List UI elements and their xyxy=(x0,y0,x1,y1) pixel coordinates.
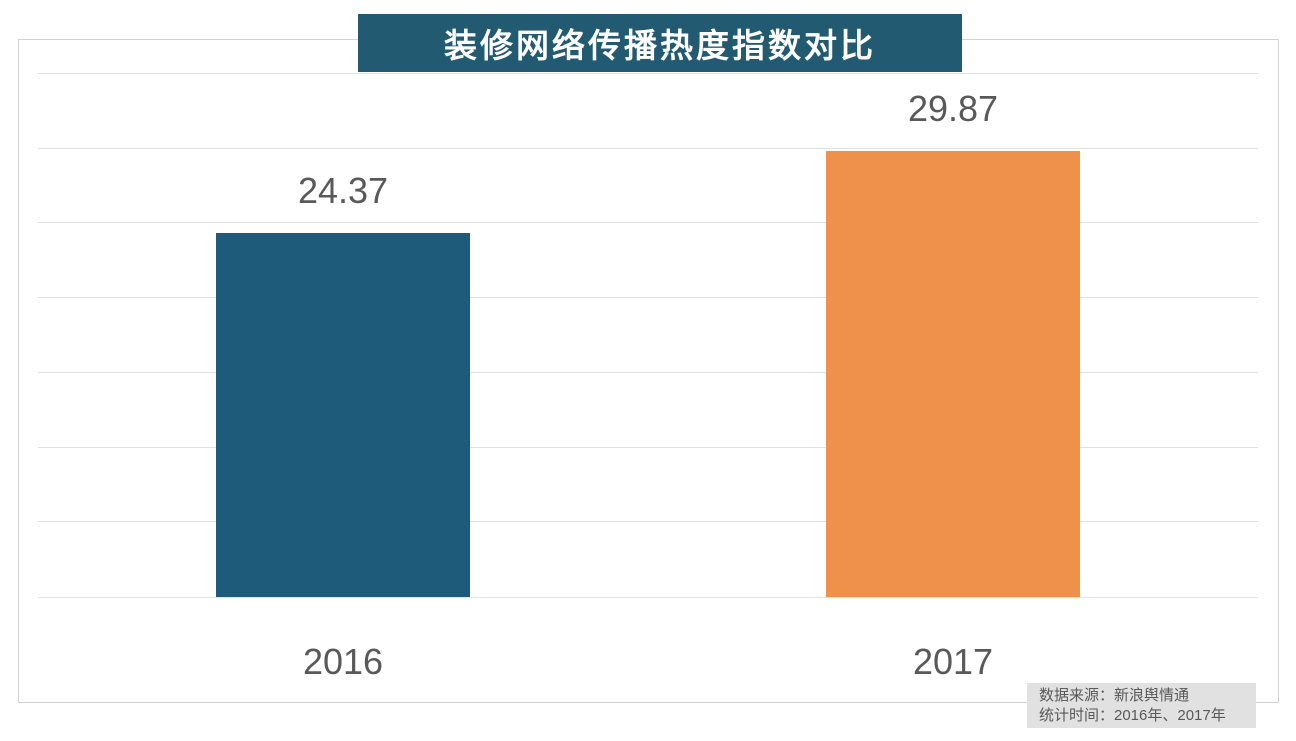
source-note-line-2: 统计时间：2016年、2017年 xyxy=(1039,707,1226,724)
plot-area: 24.37 2016 29.87 2017 xyxy=(38,73,1258,680)
gridline-15 xyxy=(38,371,1258,373)
bar-2016 xyxy=(216,232,470,597)
x-label-2016: 2016 xyxy=(302,641,384,682)
bar-2017 xyxy=(826,150,1080,597)
gridline-25 xyxy=(38,222,1258,224)
value-label-2016: 24.37 xyxy=(297,169,389,211)
baseline-gridline xyxy=(38,597,1258,598)
gridline-30 xyxy=(38,147,1258,149)
source-note: 数据来源：新浪舆情通 统计时间：2016年、2017年 xyxy=(1027,683,1256,728)
gridline-5 xyxy=(38,521,1258,523)
x-label-2017: 2017 xyxy=(912,641,994,682)
chart-title-banner: 装修网络传播热度指数对比 xyxy=(358,14,962,72)
source-note-line-1: 数据来源：新浪舆情通 xyxy=(1039,687,1190,704)
gridline-35 xyxy=(38,73,1258,74)
value-label-2017: 29.87 xyxy=(907,87,999,129)
gridline-10 xyxy=(38,446,1258,448)
chart-title: 装修网络传播热度指数对比 xyxy=(444,27,876,64)
gridline-20 xyxy=(38,297,1258,299)
